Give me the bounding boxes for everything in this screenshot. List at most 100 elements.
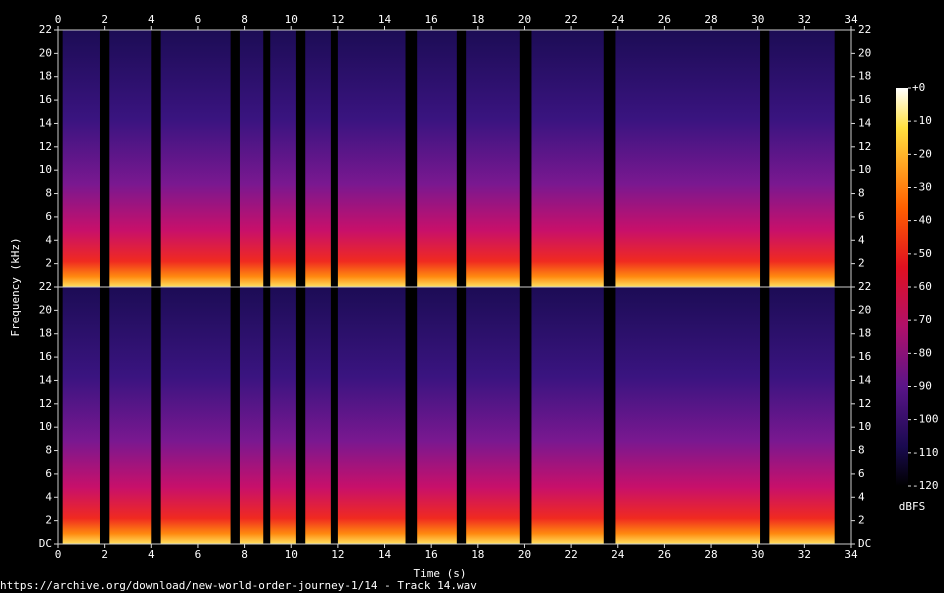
colorbar-tick-label: -120: [912, 479, 939, 492]
y-tick-label: 2: [858, 514, 865, 527]
audio-segment: [531, 30, 604, 287]
y-tick-label: 22: [39, 23, 52, 36]
y-tick-label: 6: [45, 210, 52, 223]
x-tick-label: 24: [611, 13, 625, 26]
x-tick-label: 0: [55, 13, 62, 26]
x-tick-label: 30: [751, 548, 764, 561]
audio-segment: [239, 30, 264, 287]
footer: https://archive.org/download/new-world-o…: [0, 579, 477, 592]
x-tick-label: 28: [704, 548, 717, 561]
x-tick-label: 12: [331, 13, 344, 26]
y-tick-label: 22: [39, 280, 52, 293]
audio-segment: [417, 287, 457, 544]
colorbar-tick-label: -110: [912, 446, 939, 459]
colorbar-tick-label: -90: [912, 380, 932, 393]
x-axis-label: Time (s): [414, 567, 467, 580]
y-tick-label: 12: [858, 140, 871, 153]
y-tick-label: 18: [858, 70, 871, 83]
colorbar: [896, 88, 908, 486]
x-tick-label: 34: [844, 548, 858, 561]
y-tick-label: 8: [45, 187, 52, 200]
audio-segment: [109, 287, 152, 544]
x-tick-label: 22: [564, 548, 577, 561]
x-tick-label: 34: [844, 13, 858, 26]
colorbar-tick-label: -80: [912, 346, 932, 359]
x-tick-label: 4: [148, 13, 155, 26]
y-tick-label: 2: [45, 257, 52, 270]
x-tick-label: 8: [241, 548, 248, 561]
audio-segment: [305, 30, 331, 287]
colorbar-tick-label: -30: [912, 181, 932, 194]
x-tick-label: 32: [798, 548, 811, 561]
y-tick-label: 6: [45, 467, 52, 480]
audio-segment: [305, 287, 331, 544]
x-tick-label: 24: [611, 548, 625, 561]
y-tick-label: 4: [45, 490, 52, 503]
y-tick-label: 18: [39, 327, 52, 340]
x-tick-label: 26: [658, 548, 671, 561]
y-tick-label: 8: [45, 444, 52, 457]
y-tick-label: 6: [858, 210, 865, 223]
x-tick-label: 6: [195, 13, 202, 26]
x-tick-label: 30: [751, 13, 764, 26]
audio-segment: [531, 287, 604, 544]
audio-segment: [337, 287, 406, 544]
y-tick-label: DC: [39, 537, 52, 550]
audio-segment: [769, 287, 835, 544]
channel-frame: [57, 286, 852, 545]
y-tick-label: 14: [858, 116, 872, 129]
audio-segment: [270, 287, 296, 544]
x-tick-label: 22: [564, 13, 577, 26]
y-tick-label: 10: [858, 420, 871, 433]
x-tick-label: 16: [425, 548, 438, 561]
x-tick-label: 32: [798, 13, 811, 26]
x-tick-label: 10: [285, 13, 298, 26]
x-tick-label: 8: [241, 13, 248, 26]
colorbar-tick-label: -100: [912, 413, 939, 426]
colorbar-tick-label: -20: [912, 147, 932, 160]
x-tick-label: 6: [195, 548, 202, 561]
y-tick-label: 18: [858, 327, 871, 340]
y-tick-label: 4: [858, 490, 865, 503]
y-tick-label: 4: [45, 233, 52, 246]
y-tick-label: 16: [858, 93, 871, 106]
x-tick-label: 2: [101, 548, 108, 561]
audio-segment: [337, 30, 406, 287]
audio-segment: [615, 287, 761, 544]
y-tick-label: 10: [858, 163, 871, 176]
y-tick-label: 18: [39, 70, 52, 83]
x-tick-label: 10: [285, 548, 298, 561]
y-tick-label: 20: [39, 46, 52, 59]
colorbar-tick-label: -10: [912, 114, 932, 127]
y-tick-label: 2: [45, 514, 52, 527]
colorbar-tick-label: -50: [912, 247, 932, 260]
audio-segment: [109, 30, 152, 287]
audio-segment: [417, 30, 457, 287]
colorbar-tick-label: +0: [912, 81, 925, 94]
x-tick-label: 14: [378, 13, 392, 26]
y-tick-label: 20: [39, 303, 52, 316]
y-tick-label: 8: [858, 444, 865, 457]
y-tick-label: 22: [858, 280, 871, 293]
audio-segment: [62, 30, 100, 287]
x-tick-label: 28: [704, 13, 717, 26]
y-tick-label: 20: [858, 46, 871, 59]
y-tick-label: 6: [858, 467, 865, 480]
audio-segment: [62, 287, 100, 544]
x-tick-label: 2: [101, 13, 108, 26]
x-tick-label: 20: [518, 13, 531, 26]
audio-segment: [160, 287, 231, 544]
y-tick-label: 10: [39, 163, 52, 176]
audio-segment: [615, 30, 761, 287]
y-tick-label: 16: [39, 350, 52, 363]
x-tick-label: 18: [471, 13, 484, 26]
x-tick-label: 14: [378, 548, 392, 561]
audio-segment: [160, 30, 231, 287]
y-tick-label: 14: [39, 373, 53, 386]
y-axis-label: Frequency (kHz): [9, 237, 22, 336]
y-tick-label: 16: [858, 350, 871, 363]
x-tick-label: 0: [55, 548, 62, 561]
audio-segment: [239, 287, 264, 544]
audio-segment: [466, 30, 520, 287]
